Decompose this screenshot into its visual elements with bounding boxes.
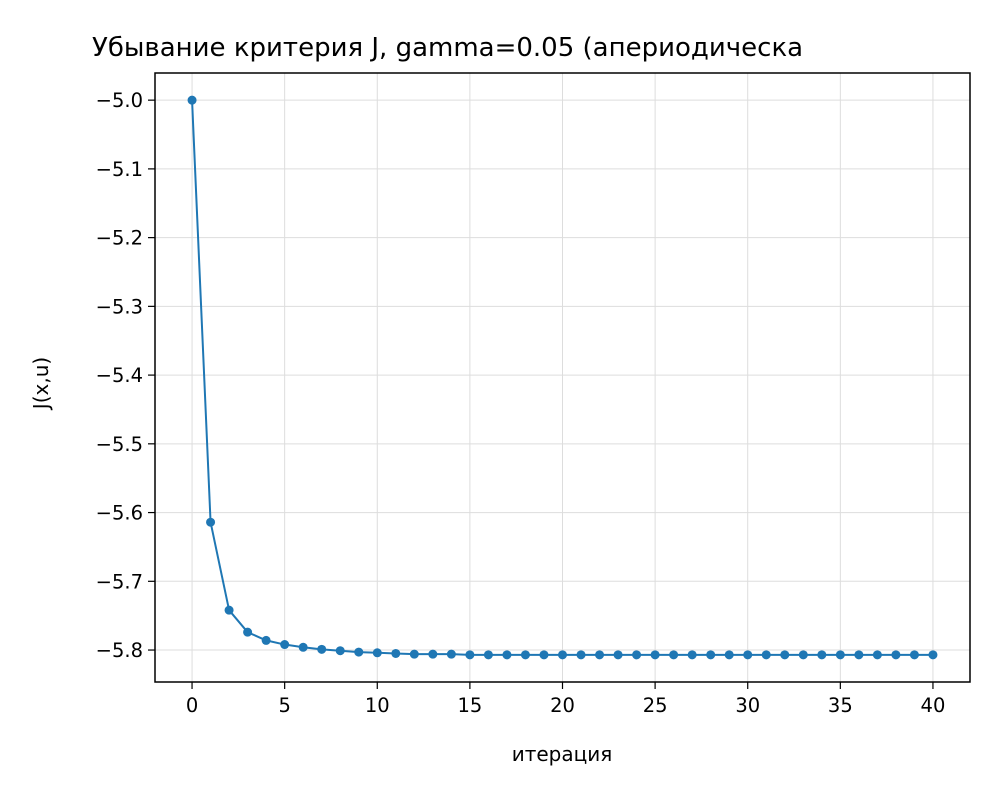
x-tick-label: 40 xyxy=(921,694,946,717)
data-point xyxy=(650,650,660,660)
x-tick-label: 0 xyxy=(186,694,198,717)
x-tick-label: 35 xyxy=(828,694,853,717)
data-point xyxy=(706,650,716,660)
data-point xyxy=(891,650,901,660)
data-point xyxy=(687,650,697,660)
x-tick-label: 10 xyxy=(365,694,390,717)
data-point xyxy=(372,648,382,658)
data-point xyxy=(224,605,234,615)
y-tick-label: −5.7 xyxy=(96,570,143,593)
data-point xyxy=(187,95,197,105)
chart-title: Убывание критерия J, gamma=0.05 (апериод… xyxy=(92,33,803,63)
data-point xyxy=(817,650,827,660)
data-point xyxy=(298,642,308,652)
x-tick-label: 5 xyxy=(278,694,290,717)
data-point xyxy=(576,650,586,660)
data-point xyxy=(724,650,734,660)
plot-area xyxy=(154,72,971,683)
data-point xyxy=(669,650,679,660)
x-tick-label: 15 xyxy=(457,694,482,717)
data-point xyxy=(872,650,882,660)
data-point xyxy=(595,650,605,660)
data-point xyxy=(243,627,253,637)
y-tick-label: −5.6 xyxy=(96,502,143,525)
x-axis-label: итерация xyxy=(512,742,613,766)
data-point xyxy=(520,650,530,660)
data-point xyxy=(539,650,549,660)
data-point xyxy=(743,650,753,660)
x-tick-label: 25 xyxy=(643,694,668,717)
y-tick-label: −5.4 xyxy=(96,364,143,387)
data-point xyxy=(780,650,790,660)
data-point xyxy=(854,650,864,660)
data-point xyxy=(261,635,271,645)
data-point xyxy=(613,650,623,660)
y-tick-label: −5.2 xyxy=(96,227,143,250)
y-tick-label: −5.8 xyxy=(96,639,143,662)
y-axis-label: J(x,u) xyxy=(29,357,53,411)
y-axis-ticks: −5.0 −5.1 −5.2 −5.3 −5.4 −5.5 −5.6 −5.7 −5.8 xyxy=(96,89,155,662)
data-point xyxy=(909,650,919,660)
y-tick-label: −5.3 xyxy=(96,295,143,318)
y-tick-label: −5.1 xyxy=(96,158,143,181)
data-point xyxy=(928,650,938,660)
x-axis-ticks: 0 5 10 15 20 25 30 35 40 xyxy=(186,682,946,717)
data-point xyxy=(317,644,327,654)
data-point xyxy=(798,650,808,660)
y-tick-label: −5.5 xyxy=(96,433,143,456)
data-point xyxy=(761,650,771,660)
grid xyxy=(155,73,970,682)
series-layer xyxy=(187,95,938,660)
x-tick-label: 30 xyxy=(735,694,760,717)
data-point xyxy=(428,649,438,659)
y-tick-label: −5.0 xyxy=(96,89,143,112)
data-point xyxy=(391,648,401,658)
data-point xyxy=(558,650,567,660)
data-point xyxy=(335,646,345,656)
data-point xyxy=(465,650,475,660)
x-tick-label: 20 xyxy=(550,694,575,717)
data-point xyxy=(280,640,290,650)
data-point xyxy=(483,650,493,660)
data-point xyxy=(354,647,364,657)
data-point xyxy=(502,650,512,660)
data-point xyxy=(206,517,216,527)
data-point xyxy=(835,650,845,660)
data-point xyxy=(409,649,419,659)
data-point xyxy=(446,649,456,659)
data-point xyxy=(632,650,642,660)
